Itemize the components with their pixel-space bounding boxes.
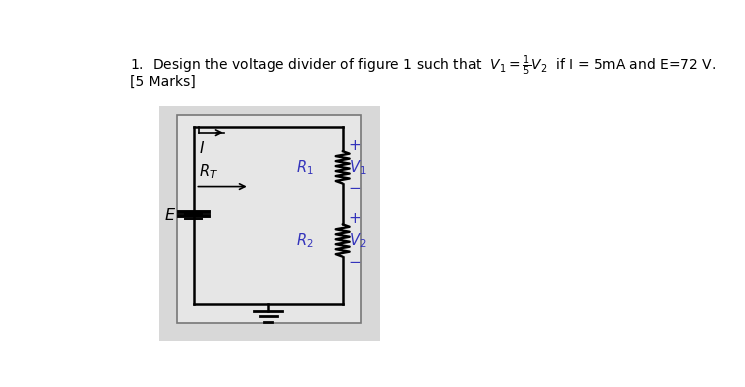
Text: +: + [349, 211, 361, 226]
Text: $R_T$: $R_T$ [198, 163, 218, 181]
Text: $R_1$: $R_1$ [296, 158, 313, 177]
Text: $E$: $E$ [165, 207, 177, 224]
Text: $V_1$: $V_1$ [349, 158, 367, 177]
Text: [5 Marks]: [5 Marks] [130, 75, 196, 89]
Text: −: − [349, 255, 361, 269]
Text: $R_2$: $R_2$ [296, 231, 313, 250]
Text: $I$: $I$ [200, 140, 206, 156]
Bar [159, 106, 380, 341]
Text: +: + [349, 138, 361, 153]
Text: $V_2$: $V_2$ [349, 231, 367, 250]
Text: −: − [349, 182, 361, 196]
Text: 1.  Design the voltage divider of figure 1 such that  $V_1 = \frac{1}{5}V_2$  if: 1. Design the voltage divider of figure … [130, 53, 717, 78]
Bar [177, 115, 361, 323]
